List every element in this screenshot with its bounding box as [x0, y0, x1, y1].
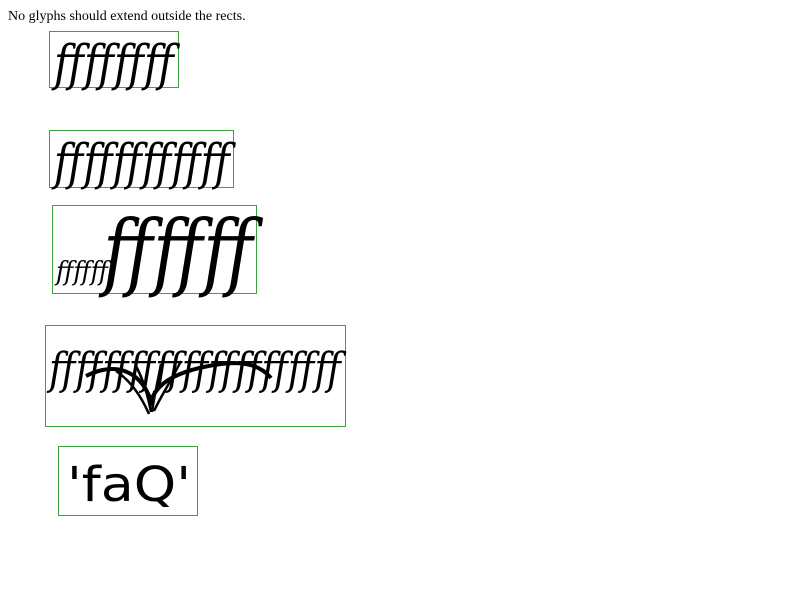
glyph-sample-3-large-text: ffffff	[98, 202, 264, 300]
glyph-swash-decoration	[85, 361, 273, 408]
glyph-sample-5: 'faQ'	[67, 457, 191, 513]
glyph-sample-2: ffffffffffff	[51, 133, 237, 191]
instruction-text: No glyphs should extend outside the rect…	[8, 9, 246, 24]
glyph-rect-2: ffffffffffff	[49, 130, 237, 191]
glyph-rect-1: ffffffff	[49, 31, 181, 92]
glyph-sample-2-text: ffffffffffff	[51, 133, 237, 191]
glyph-sample-4: ffffffffffffffffffffff	[46, 344, 347, 415]
glyph-sample-3-small-text: ffffff	[54, 257, 112, 287]
glyph-rect-3: ffffff ffffff	[52, 202, 263, 300]
glyph-sample-1-text: ffffffff	[51, 34, 181, 92]
glyph-sample-3: ffffff ffffff	[54, 202, 263, 300]
glyph-sample-4-text: ffffffffffffffffffffff	[46, 344, 346, 395]
glyph-rect-4: ffffffffffffffffffffff	[45, 325, 347, 427]
glyph-sample-1: ffffffff	[51, 34, 181, 92]
glyph-rect-5: 'faQ'	[58, 446, 198, 516]
glyph-sample-5-text: 'faQ'	[67, 457, 191, 513]
glyph-swash-decoration-2	[115, 360, 183, 415]
